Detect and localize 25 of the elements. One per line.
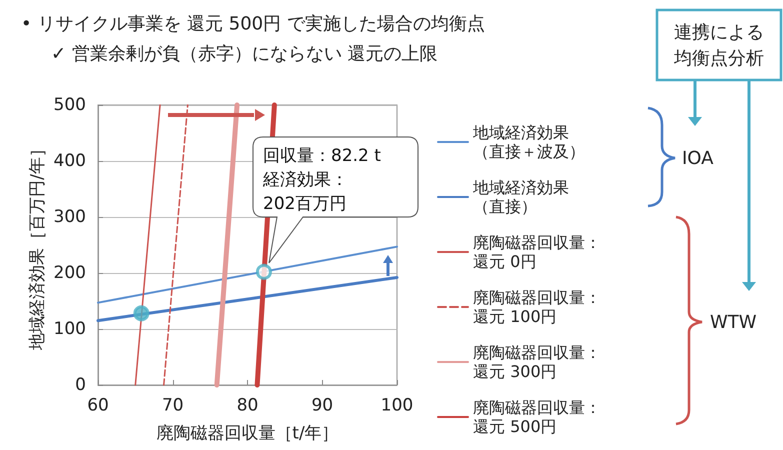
y-tick-label: 500 — [54, 95, 86, 115]
chart-title: • リサイクル事業を 還元 500円 で実施した場合の均衡点 — [21, 14, 485, 34]
x-tick-label: 100 — [380, 396, 414, 416]
legend-label: 廃陶磁器回収量：還元 100円 — [473, 288, 601, 326]
y-tick-label: 100 — [54, 319, 86, 339]
y-axis-title: 地域経済効果［百万円/年］ — [28, 140, 48, 351]
legend-label: 地域経済効果（直接） — [472, 178, 569, 216]
x-tick-label: 60 — [87, 396, 109, 416]
legend-label: 廃陶磁器回収量：還元 500円 — [473, 398, 601, 436]
text: WTW — [710, 312, 757, 333]
x-tick-label: 80 — [236, 396, 258, 416]
x-tick-label: 70 — [162, 396, 184, 416]
y-tick-label: 200 — [54, 263, 86, 283]
chart-subtitle: ✓ 営業余剰が負（赤字）にならない 還元の上限 — [51, 44, 438, 64]
y-tick-label: 400 — [54, 151, 86, 171]
x-axis-title: 廃陶磁器回収量［t/年］ — [156, 424, 339, 444]
y-tick-label: 0 — [75, 375, 86, 395]
x-tick-label: 90 — [311, 396, 334, 416]
legend-label: 廃陶磁器回収量：還元 300円 — [473, 343, 601, 381]
annotation: 回収量：82.2 t 経済効果： 202百万円 — [262, 146, 382, 214]
text: IOA — [682, 148, 714, 169]
y-tick-label: 300 — [54, 207, 86, 227]
legend-label: 地域経済効果（直接＋波及） — [472, 123, 585, 161]
text: 連携による均衡点分析 — [673, 22, 764, 69]
legend-label: 廃陶磁器回収量：還元 0円 — [473, 233, 601, 271]
